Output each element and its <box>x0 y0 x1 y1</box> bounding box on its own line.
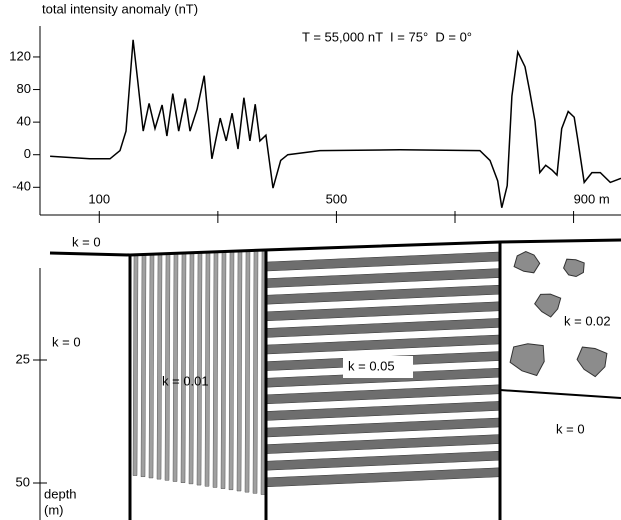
y-tick-label: 0 <box>24 146 31 161</box>
stripe <box>252 250 259 494</box>
stripe <box>188 252 195 485</box>
x-tick-label: 500 <box>326 191 348 206</box>
depth-tick-label: 50 <box>16 474 30 489</box>
annotation: T = 55,000 nT I = 75° D = 0° <box>302 29 472 44</box>
stripe <box>244 250 251 493</box>
section-label: k = 0.01 <box>162 373 209 388</box>
y-tick-label: 40 <box>17 114 31 129</box>
stripe <box>156 253 163 480</box>
stripe <box>212 251 219 488</box>
section-label: k = 0.02 <box>564 313 611 328</box>
band <box>266 434 500 454</box>
stripe <box>180 252 187 483</box>
band <box>266 334 500 355</box>
stripe <box>148 254 155 479</box>
stripe <box>204 251 211 487</box>
rock <box>534 293 562 318</box>
depth-unit: (m) <box>44 502 64 517</box>
stripe <box>172 253 179 482</box>
rock <box>513 250 541 274</box>
band <box>266 417 500 438</box>
stripe <box>132 254 139 476</box>
rock <box>563 258 585 278</box>
x-tick-label: 900 m <box>574 191 610 206</box>
band <box>266 251 500 272</box>
stripe <box>228 251 235 491</box>
depth-label: depth <box>44 486 77 501</box>
section-label: k = 0 <box>556 421 585 436</box>
band <box>266 318 500 338</box>
y-tick-label: 120 <box>9 48 31 63</box>
depth-tick-label: 25 <box>16 351 30 366</box>
band <box>266 467 500 488</box>
rock <box>509 343 545 377</box>
band <box>266 384 500 405</box>
band <box>266 450 500 471</box>
stripe <box>196 252 203 486</box>
cross-section-outline: k = 0 k = 0 k = 0.01 k = 0.05 k = 0.02 k… <box>16 234 621 520</box>
y-tick-label: 80 <box>17 81 31 96</box>
band <box>266 268 500 288</box>
stripe <box>164 253 171 481</box>
label-box <box>343 356 413 378</box>
anomaly-line <box>50 39 621 208</box>
y-axis-label: total intensity anomaly (nT) <box>42 1 198 16</box>
ground-surface <box>49 238 621 257</box>
section-label: k = 0.05 <box>348 358 395 373</box>
y-tick-label: -40 <box>12 179 31 194</box>
section-label: k = 0 <box>72 234 101 249</box>
contact <box>499 389 621 399</box>
cross-section <box>132 249 608 495</box>
section-label: k = 0 <box>52 334 81 349</box>
band <box>266 401 500 421</box>
stripe <box>220 251 227 489</box>
stripe <box>140 254 147 478</box>
stripe <box>236 250 243 492</box>
rock <box>576 346 608 378</box>
x-tick-label: 100 <box>88 191 110 206</box>
band <box>266 284 500 305</box>
band <box>266 301 500 322</box>
